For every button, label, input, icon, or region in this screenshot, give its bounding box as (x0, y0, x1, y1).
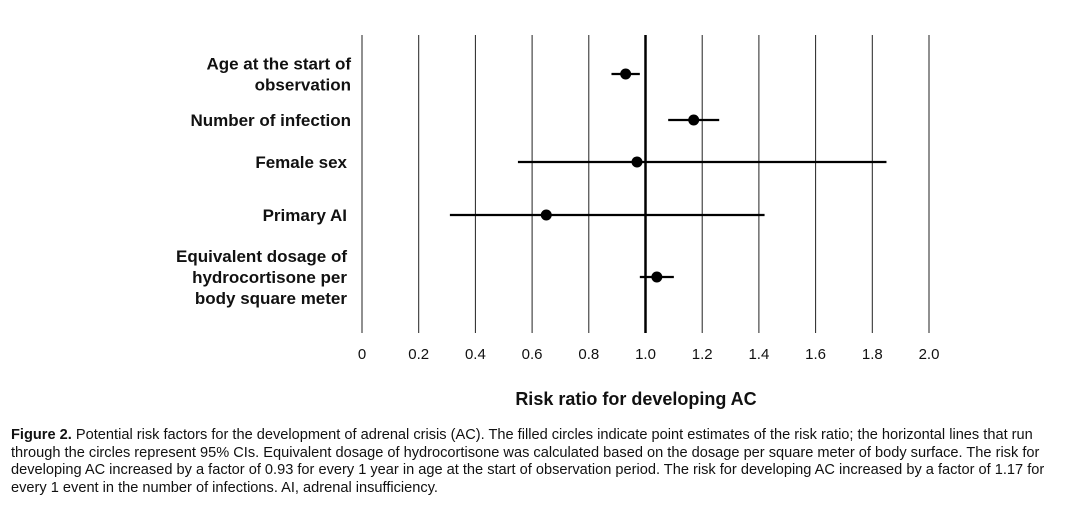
category-label: Female sex (255, 153, 347, 172)
x-tick-label: 0 (358, 346, 366, 363)
x-tick-label: 1.6 (805, 346, 826, 363)
point-estimate (631, 156, 643, 168)
point-estimate (651, 271, 663, 283)
x-axis-title: Risk ratio for developing AC (515, 389, 756, 409)
caption-label: Figure 2. (11, 427, 72, 443)
category-label: Equivalent dosage of hydrocortisone per bo… (176, 247, 347, 308)
x-tick-label: 2.0 (919, 346, 940, 363)
x-tick-label: 1.4 (748, 346, 769, 363)
point-estimate (540, 209, 552, 221)
figure-caption: Figure 2. Potential risk factors for the… (11, 427, 1073, 497)
category-labels: Age at the start of observation Number of … (176, 55, 351, 309)
category-label: Age at the start of observation (206, 55, 351, 95)
x-tick-label: 0.4 (465, 346, 486, 363)
point-estimates (540, 68, 700, 283)
grid-lines (361, 35, 930, 333)
x-tick-label: 0.8 (578, 346, 599, 363)
x-tick-label: 0.2 (408, 346, 429, 363)
x-tick-label: 1.0 (635, 346, 656, 363)
x-tick-label: 0.6 (522, 346, 543, 363)
x-tick-label: 1.2 (692, 346, 713, 363)
point-estimate (620, 68, 632, 80)
confidence-intervals (449, 72, 887, 279)
category-label: Primary AI (263, 206, 347, 225)
caption-text: Potential risk factors for the developme… (11, 427, 1045, 496)
x-tick-labels: 0 0.2 0.4 0.6 0.8 1.0 1.2 1.4 1.6 1.8 2.0 (358, 346, 940, 363)
category-label: Number of infection (190, 111, 351, 130)
point-estimate (688, 114, 700, 126)
x-tick-label: 1.8 (862, 346, 883, 363)
forest-plot: Age at the start of observation Number of … (176, 35, 940, 409)
